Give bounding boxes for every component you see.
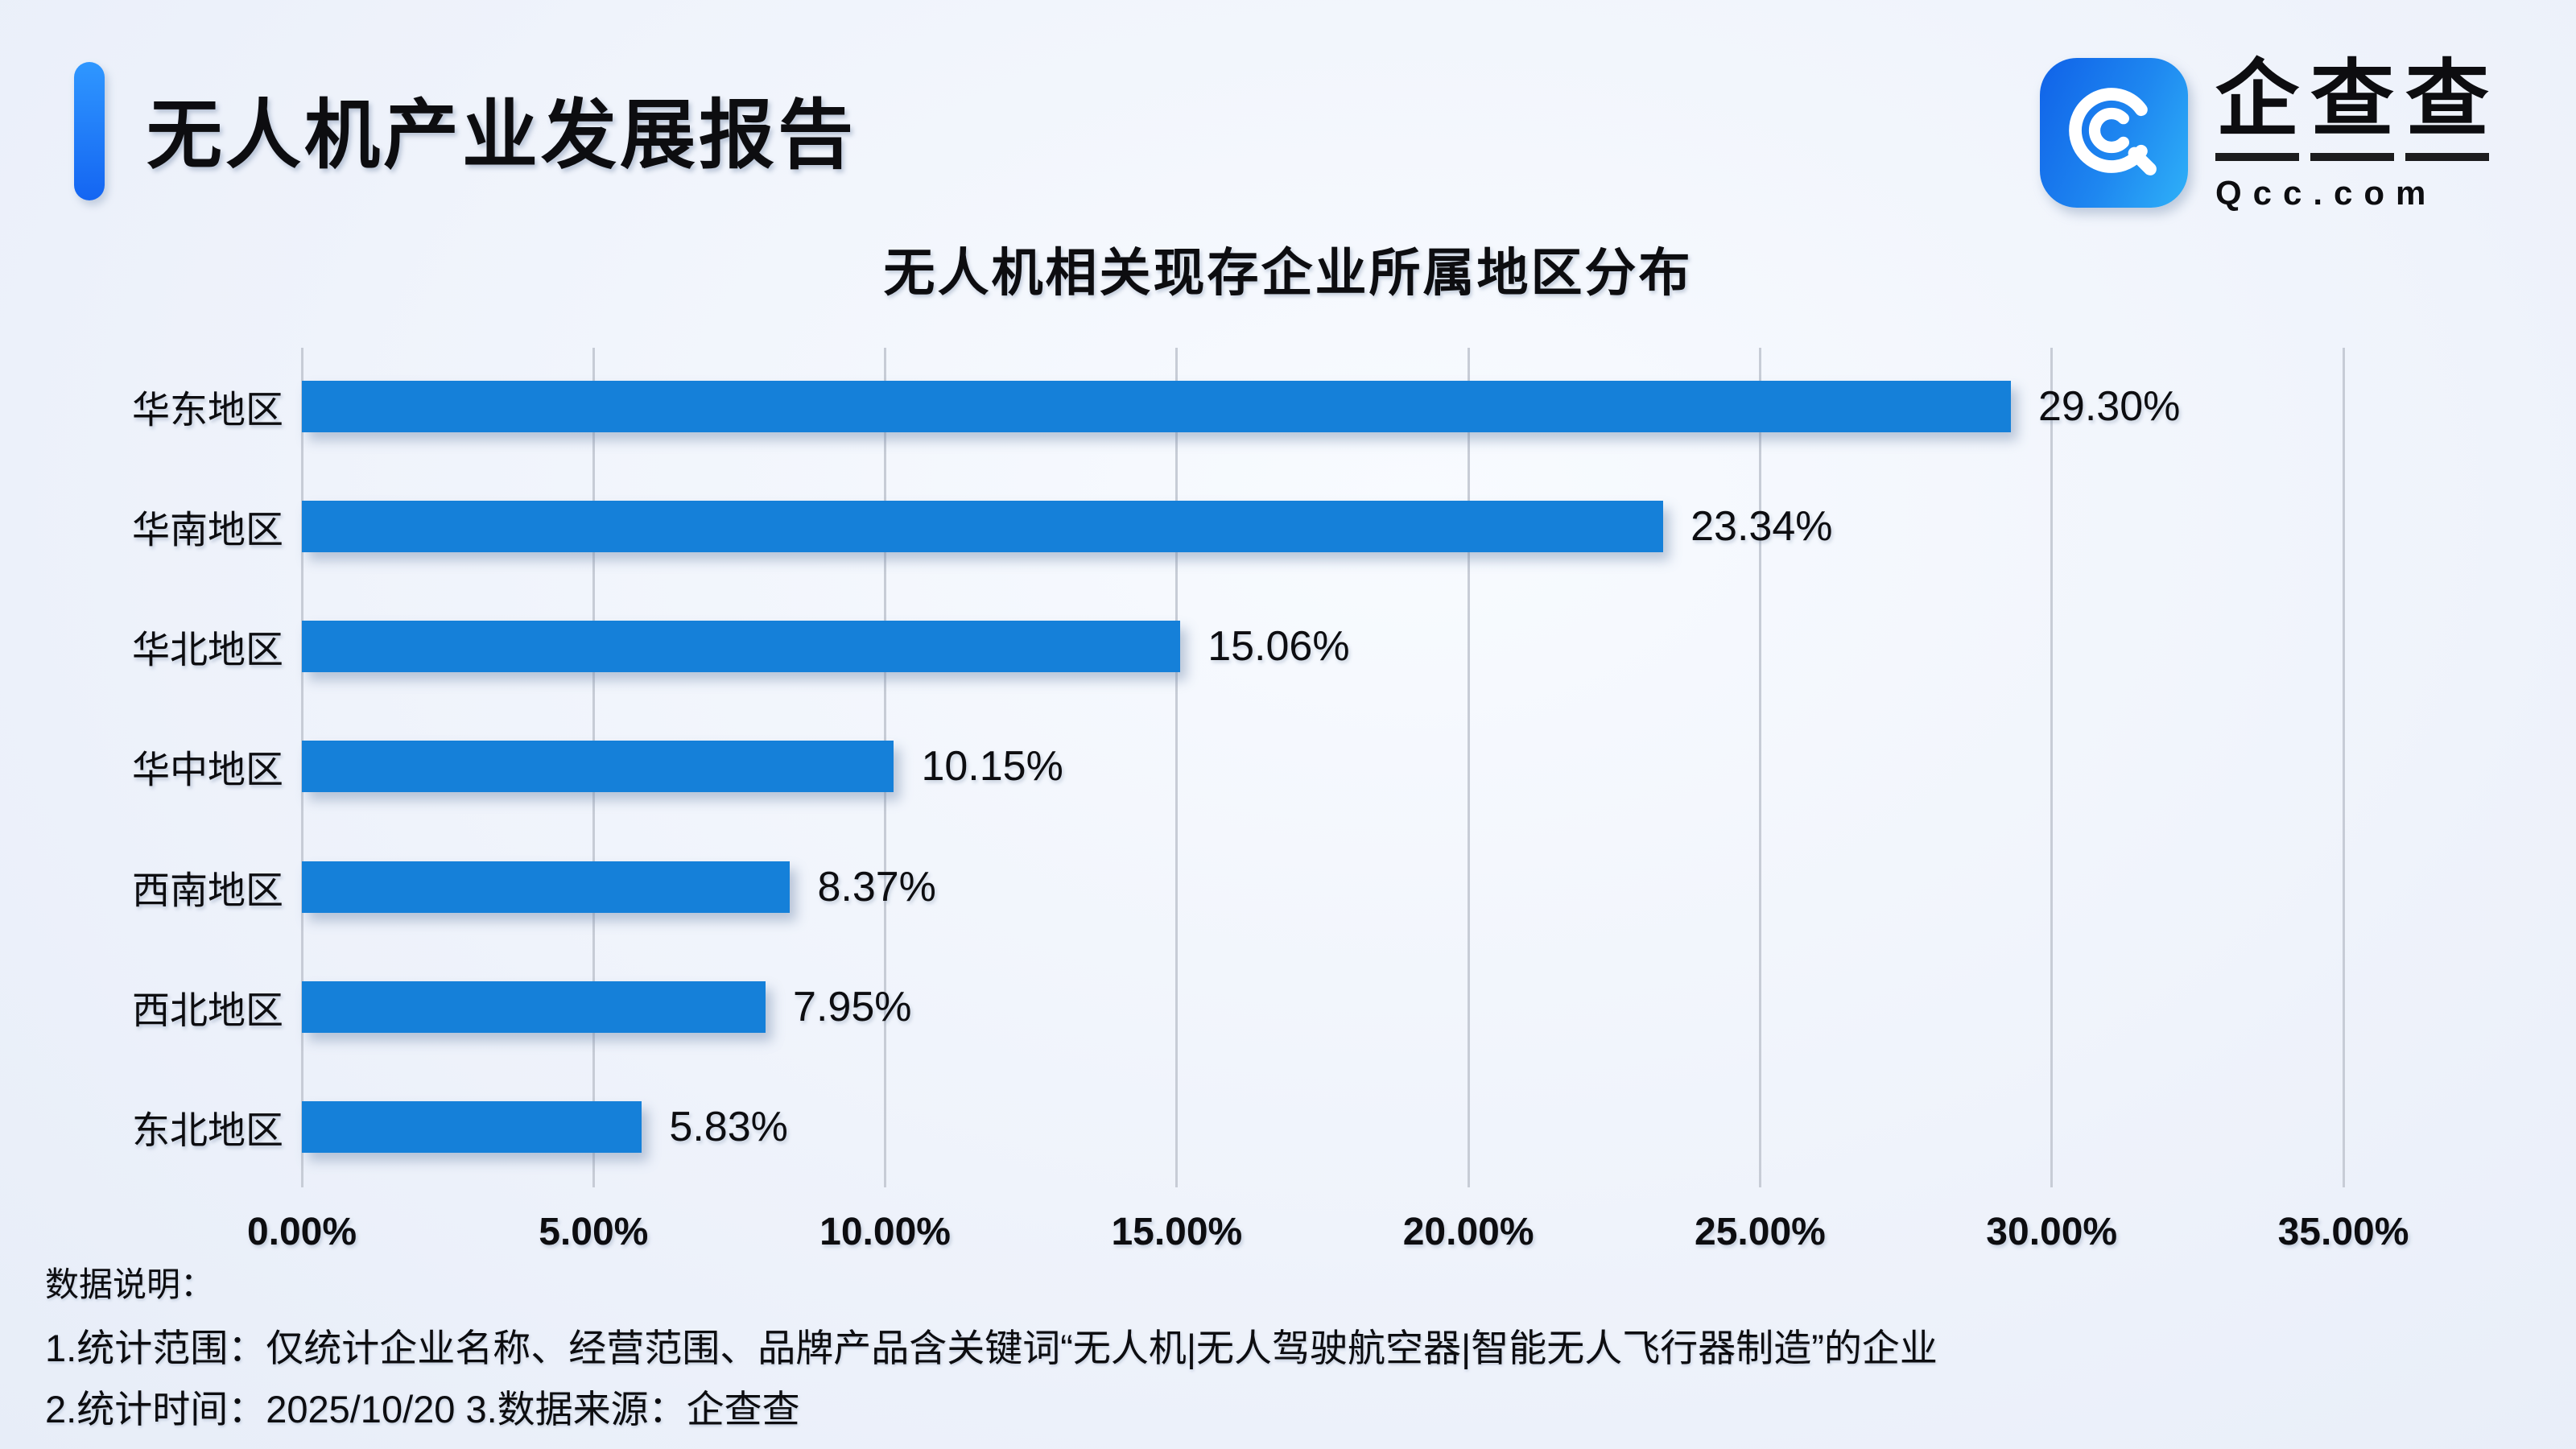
chart-title: 无人机相关现存企业所属地区分布 [883, 244, 1693, 302]
value-label: 15.06% [1208, 623, 1350, 671]
gridline [1758, 348, 1761, 1187]
x-axis-tick: 35.00% [2277, 1211, 2409, 1253]
bar [302, 621, 1181, 673]
category-label: 华南地区 [132, 508, 283, 551]
gridline [1467, 348, 1470, 1187]
category-label: 西北地区 [132, 989, 283, 1032]
x-axis-tick: 10.00% [819, 1211, 951, 1253]
category-label: 东北地区 [132, 1108, 283, 1152]
footnote-line-2: 2.统计时间：2025/10/20 3.数据来源：企查查 [45, 1388, 800, 1430]
x-axis-tick: 30.00% [1986, 1211, 2118, 1253]
bar [302, 741, 894, 793]
bar [302, 380, 2011, 432]
bar-row: 华东地区 29.30% [0, 346, 2576, 466]
category-label: 华中地区 [132, 748, 283, 791]
qcc-domain: Qcc.com [2215, 174, 2438, 212]
bar [302, 861, 791, 913]
qcc-brand-char: 查 [2310, 58, 2394, 161]
category-label: 华东地区 [132, 388, 283, 431]
value-label: 10.15% [921, 743, 1063, 791]
x-axis-tick: 25.00% [1695, 1211, 1826, 1253]
value-label: 8.37% [817, 863, 936, 910]
bar-rows: 华东地区 29.30% 华南地区 23.34% 华北地区 15.06% 华中地区 10.15%… [0, 346, 2576, 1187]
category-label: 西南地区 [132, 869, 283, 912]
gridline [2050, 348, 2054, 1187]
qcc-logo: 企查查 Qcc.com [2039, 58, 2489, 213]
qcc-brand-name: 企查查 [2215, 58, 2489, 161]
x-axis-tick: 15.00% [1111, 1211, 1243, 1253]
value-label: 7.95% [793, 984, 912, 1031]
category-label: 华北地区 [132, 628, 283, 671]
qcc-magnifier-icon [2039, 58, 2188, 208]
qcc-brand-char: 企 [2215, 58, 2299, 161]
x-axis-tick: 0.00% [246, 1211, 357, 1253]
bar-row: 华北地区 15.06% [0, 587, 2576, 707]
value-label: 23.34% [1690, 502, 1833, 550]
title-accent-bar [74, 62, 105, 200]
qcc-brand-char: 查 [2405, 58, 2489, 161]
bar [302, 500, 1664, 552]
footnote-heading: 数据说明： [45, 1265, 215, 1303]
qcc-logo-text: 企查查 Qcc.com [2215, 58, 2489, 213]
report-title: 无人机产业发展报告 [147, 93, 857, 177]
bar-row: 西北地区 7.95% [0, 947, 2576, 1067]
bar-row: 华南地区 23.34% [0, 466, 2576, 586]
x-axis-tick: 20.00% [1402, 1211, 1534, 1253]
footnote-line-1: 1.统计范围：仅统计企业名称、经营范围、品牌产品含关键词“无人机|无人驾驶航空器… [45, 1327, 1938, 1369]
bar [302, 981, 766, 1034]
x-axis-tick: 5.00% [539, 1211, 649, 1253]
value-label: 29.30% [2037, 382, 2181, 430]
bar-row: 西南地区 8.37% [0, 827, 2576, 947]
gridline [2342, 348, 2345, 1187]
bar-row: 华中地区 10.15% [0, 707, 2576, 827]
bar-row: 东北地区 5.83% [0, 1067, 2576, 1187]
x-axis: 0.00% 5.00% 10.00% 15.00% 20.00% 25.00% 30.00%… [0, 1210, 2576, 1266]
value-label: 5.83% [669, 1104, 788, 1151]
bar [302, 1101, 642, 1154]
gridline [1175, 348, 1179, 1187]
